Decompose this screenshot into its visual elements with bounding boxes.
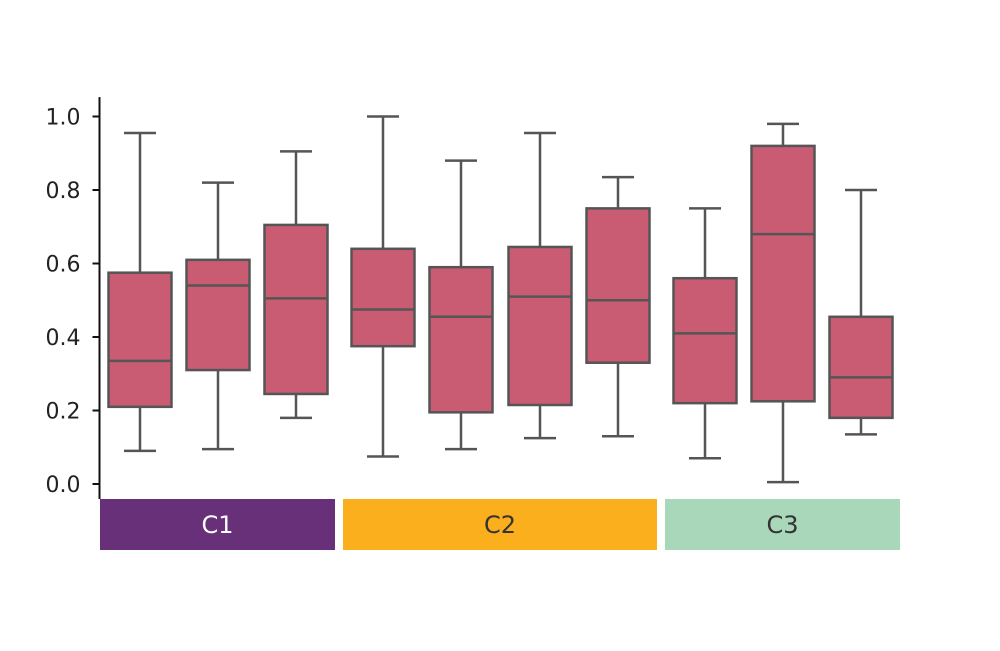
iqr-box: [350, 247, 416, 348]
iqr-box: [507, 245, 573, 407]
box-C2-4: [585, 175, 651, 438]
y-tick-label: 0.4: [46, 326, 81, 351]
box-C2-2: [428, 159, 494, 451]
group-bands: C1 C2 C3: [100, 499, 900, 550]
iqr-box: [107, 271, 173, 409]
group-band-C3: [665, 499, 900, 550]
group-label: C2: [484, 511, 516, 539]
y-tick-label: 0.2: [46, 400, 81, 425]
y-tick-label: 1.0: [46, 106, 81, 131]
y-axis: 0.0 0.2 0.4 0.6 0.8 1.0: [46, 97, 101, 499]
group-band-C2: [343, 499, 657, 550]
iqr-box: [672, 276, 738, 405]
box-C1-3: [263, 150, 329, 420]
y-tick-label: 0.6: [46, 253, 81, 278]
box-C1-1: [107, 131, 173, 453]
group-label: C3: [766, 511, 798, 539]
group-band-C1: [100, 499, 335, 550]
iqr-box: [428, 265, 494, 414]
iqr-box: [828, 315, 894, 420]
box-C3-2: [750, 122, 816, 484]
y-tick-label: 0.8: [46, 179, 81, 204]
box-C1-2: [185, 181, 251, 451]
iqr-box: [185, 258, 251, 372]
group-label: C1: [201, 511, 233, 539]
box-C3-1: [672, 207, 738, 460]
box-C2-3: [507, 131, 573, 440]
box-C3-3: [828, 188, 894, 436]
iqr-box: [263, 223, 329, 396]
iqr-box: [585, 207, 651, 364]
box-C2-1: [350, 115, 416, 458]
boxes-layer: [107, 115, 894, 484]
iqr-box: [750, 144, 816, 403]
y-tick-label: 0.0: [46, 473, 81, 498]
